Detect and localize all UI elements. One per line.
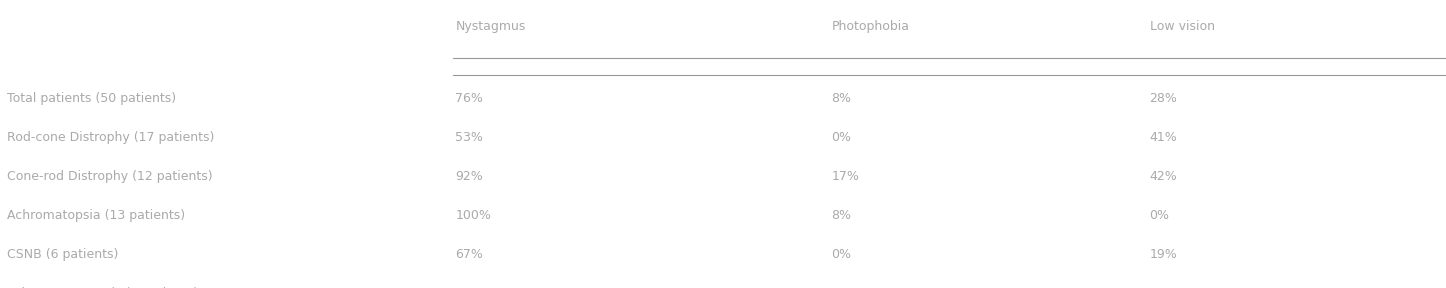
Text: 0%: 0% — [831, 131, 852, 144]
Text: 8%: 8% — [831, 92, 852, 105]
Text: 0%: 0% — [1150, 209, 1170, 222]
Text: Total patients (50 patients): Total patients (50 patients) — [7, 92, 176, 105]
Text: Nystagmus: Nystagmus — [455, 20, 526, 33]
Text: Leber's Amaurosis (2 patients): Leber's Amaurosis (2 patients) — [7, 287, 198, 288]
Text: 8%: 8% — [831, 209, 852, 222]
Text: Low vision: Low vision — [1150, 20, 1215, 33]
Text: 41%: 41% — [1150, 131, 1177, 144]
Text: 19%: 19% — [1150, 248, 1177, 261]
Text: Cone-rod Distrophy (12 patients): Cone-rod Distrophy (12 patients) — [7, 170, 213, 183]
Text: CSNB (6 patients): CSNB (6 patients) — [7, 248, 119, 261]
Text: 100%: 100% — [455, 209, 492, 222]
Text: 50%: 50% — [455, 287, 483, 288]
Text: Achromatopsia (13 patients): Achromatopsia (13 patients) — [7, 209, 185, 222]
Text: 50%: 50% — [831, 287, 859, 288]
Text: 42%: 42% — [1150, 170, 1177, 183]
Text: 76%: 76% — [455, 92, 483, 105]
Text: 28%: 28% — [1150, 92, 1177, 105]
Text: 53%: 53% — [455, 131, 483, 144]
Text: 17%: 17% — [831, 170, 859, 183]
Text: Photophobia: Photophobia — [831, 20, 910, 33]
Text: 67%: 67% — [455, 248, 483, 261]
Text: Rod-cone Distrophy (17 patients): Rod-cone Distrophy (17 patients) — [7, 131, 214, 144]
Text: 100%: 100% — [1150, 287, 1186, 288]
Text: 0%: 0% — [831, 248, 852, 261]
Text: 92%: 92% — [455, 170, 483, 183]
